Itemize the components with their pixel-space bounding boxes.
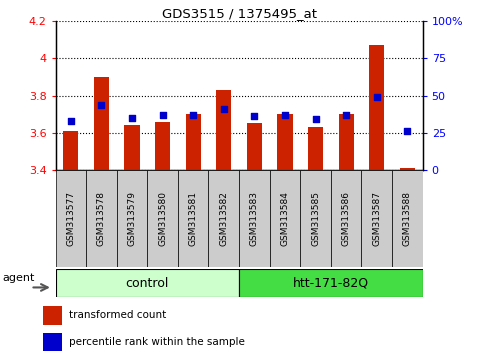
Bar — [117, 170, 147, 267]
Bar — [43, 306, 62, 325]
Text: GSM313579: GSM313579 — [128, 191, 137, 246]
Text: agent: agent — [3, 273, 35, 282]
Title: GDS3515 / 1375495_at: GDS3515 / 1375495_at — [162, 7, 316, 20]
Bar — [392, 170, 423, 267]
Point — [281, 112, 289, 118]
Point — [312, 116, 319, 122]
Text: GSM313588: GSM313588 — [403, 191, 412, 246]
Text: GSM313584: GSM313584 — [281, 191, 289, 246]
Text: GSM313577: GSM313577 — [66, 191, 75, 246]
Point — [220, 106, 227, 112]
Bar — [277, 114, 293, 170]
Bar — [216, 90, 231, 170]
Point — [189, 112, 197, 118]
Text: GSM313578: GSM313578 — [97, 191, 106, 246]
Point — [373, 94, 381, 100]
Text: GSM313580: GSM313580 — [158, 191, 167, 246]
Bar — [86, 170, 117, 267]
Bar — [400, 168, 415, 170]
Bar — [178, 170, 209, 267]
Bar — [94, 77, 109, 170]
Text: control: control — [126, 277, 169, 290]
Bar — [331, 170, 361, 267]
Text: GSM313586: GSM313586 — [341, 191, 351, 246]
Bar — [239, 269, 423, 297]
Bar — [369, 45, 384, 170]
Text: GSM313581: GSM313581 — [189, 191, 198, 246]
Point — [403, 129, 411, 134]
Bar — [43, 333, 62, 351]
Bar — [155, 121, 170, 170]
Bar — [239, 170, 270, 267]
Bar — [56, 170, 86, 267]
Point — [342, 112, 350, 118]
Text: GSM313582: GSM313582 — [219, 191, 228, 246]
Bar — [185, 114, 201, 170]
Bar — [339, 114, 354, 170]
Bar — [63, 131, 78, 170]
Text: transformed count: transformed count — [69, 310, 166, 320]
Bar — [300, 170, 331, 267]
Text: GSM313583: GSM313583 — [250, 191, 259, 246]
Bar — [361, 170, 392, 267]
Bar — [125, 125, 140, 170]
Bar — [247, 124, 262, 170]
Text: GSM313585: GSM313585 — [311, 191, 320, 246]
Text: htt-171-82Q: htt-171-82Q — [293, 277, 369, 290]
Point — [128, 115, 136, 121]
Text: GSM313587: GSM313587 — [372, 191, 381, 246]
Point — [251, 114, 258, 119]
Bar — [209, 170, 239, 267]
Point — [98, 102, 105, 107]
Point — [159, 112, 167, 118]
Bar — [270, 170, 300, 267]
Bar — [147, 170, 178, 267]
Text: percentile rank within the sample: percentile rank within the sample — [69, 337, 244, 347]
Point — [67, 118, 75, 124]
Bar — [308, 127, 323, 170]
Bar — [56, 269, 239, 297]
